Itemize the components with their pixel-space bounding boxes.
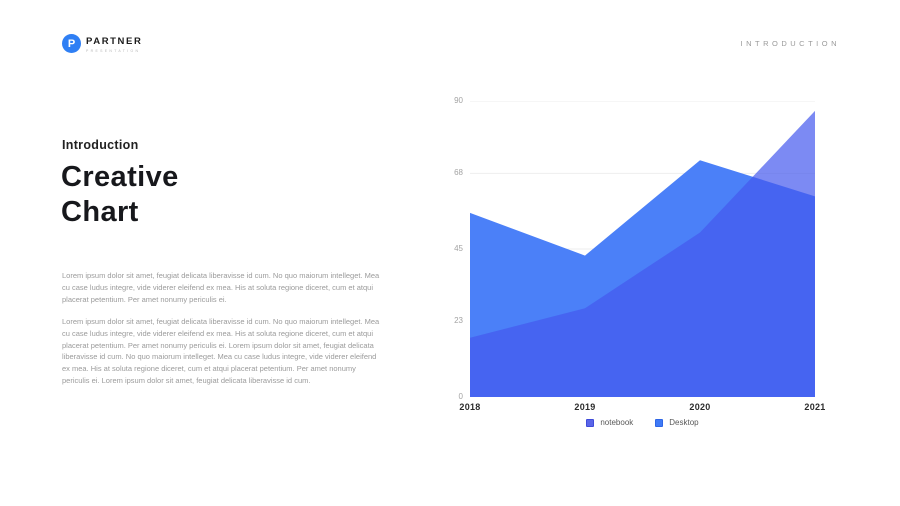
- logo-text-block: PARTNER PRESENTATION: [86, 34, 142, 53]
- legend-label: notebook: [600, 418, 634, 427]
- legend-item-desktop: Desktop: [655, 418, 699, 427]
- body-paragraph-1: Lorem ipsum dolor sit amet, feugiat deli…: [62, 271, 380, 304]
- area-chart: [470, 101, 815, 397]
- y-axis-label: 90: [454, 96, 463, 105]
- x-axis-label: 2020: [689, 402, 711, 412]
- y-axis-label: 68: [454, 168, 463, 178]
- logo-text: PARTNER: [86, 36, 143, 47]
- chart-x-axis: 2018 2019 2020 2021: [459, 402, 825, 414]
- page-title: Creative Chart: [61, 160, 179, 230]
- legend-label: Desktop: [669, 418, 699, 427]
- partner-logo: P PARTNER PRESENTATION: [62, 34, 142, 53]
- page-title-line2: Chart: [61, 196, 139, 228]
- legend-swatch-notebook: [586, 418, 595, 427]
- logo-p-icon: P: [62, 34, 81, 53]
- legend-swatch-desktop: [655, 418, 664, 427]
- logo-subtext: PRESENTATION: [86, 49, 141, 53]
- section-kicker: Introduction: [62, 138, 139, 152]
- x-axis-label: 2019: [574, 402, 596, 412]
- area-series-notebook: [470, 110, 815, 397]
- area-chart-svg: [470, 101, 815, 397]
- x-axis-label: 2021: [804, 402, 826, 412]
- body-paragraph-2: Lorem ipsum dolor sit amet, feugiat deli…: [62, 317, 380, 385]
- page-title-line1: Creative: [61, 161, 179, 193]
- y-axis-label: 0: [458, 392, 463, 401]
- header-eyebrow: INTRODUCTION: [740, 39, 840, 48]
- legend-item-notebook: notebook: [586, 418, 633, 427]
- y-axis-label: 45: [454, 244, 463, 253]
- chart-legend: notebook Desktop: [470, 418, 815, 427]
- x-axis-label: 2018: [459, 402, 481, 412]
- y-axis-label: 23: [454, 316, 463, 326]
- chart-y-axis: 0 23 45 68 90: [428, 96, 463, 401]
